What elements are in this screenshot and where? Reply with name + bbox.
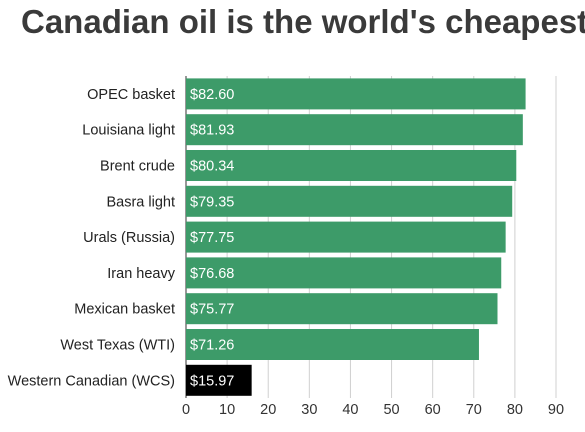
chart-title: Canadian oil is the world's cheapest [21, 3, 585, 40]
bar-0 [186, 78, 526, 110]
x-tick-label-70: 70 [466, 402, 482, 418]
bars [186, 78, 526, 396]
bar-6 [186, 293, 498, 325]
category-label-2: Brent crude [100, 159, 175, 175]
category-label-4: Urals (Russia) [83, 230, 175, 246]
bar-3 [186, 185, 513, 217]
labels: OPEC basket $82.60 Louisiana light $81.93 Br… [8, 87, 235, 389]
bar-5 [186, 257, 502, 289]
value-label-4: $77.75 [190, 230, 234, 246]
x-tick-label-60: 60 [425, 402, 441, 418]
value-label-0: $82.60 [190, 87, 234, 103]
x-tick-label-90: 90 [548, 402, 564, 418]
category-label-1: Louisiana light [82, 123, 175, 139]
x-tick-label-80: 80 [507, 402, 523, 418]
value-label-3: $79.35 [190, 194, 234, 210]
category-label-0: OPEC basket [87, 87, 175, 103]
category-label-5: Iran heavy [107, 266, 175, 282]
value-label-5: $76.68 [190, 266, 234, 282]
x-tick-label-30: 30 [301, 402, 317, 418]
value-label-8: $15.97 [190, 373, 234, 389]
value-label-1: $81.93 [190, 123, 234, 139]
category-label-7: West Texas (WTI) [60, 338, 175, 354]
category-label-8: Western Canadian (WCS) [8, 373, 175, 389]
category-label-3: Basra light [106, 194, 175, 210]
bar-7 [186, 329, 479, 360]
x-axis-ticks: 0 10 20 30 40 50 60 70 80 90 [182, 402, 564, 418]
value-label-6: $75.77 [190, 302, 234, 318]
bar-1 [186, 114, 523, 146]
x-tick-label-40: 40 [342, 402, 358, 418]
x-tick-label-10: 10 [219, 402, 235, 418]
value-label-2: $80.34 [190, 159, 234, 175]
x-tick-label-20: 20 [260, 402, 276, 418]
value-label-7: $71.26 [190, 338, 234, 354]
bar-2 [186, 150, 517, 181]
x-tick-label-0: 0 [182, 402, 190, 418]
bar-4 [186, 221, 506, 253]
category-label-6: Mexican basket [74, 302, 175, 318]
x-tick-label-50: 50 [383, 402, 399, 418]
bar-8 [186, 364, 252, 396]
